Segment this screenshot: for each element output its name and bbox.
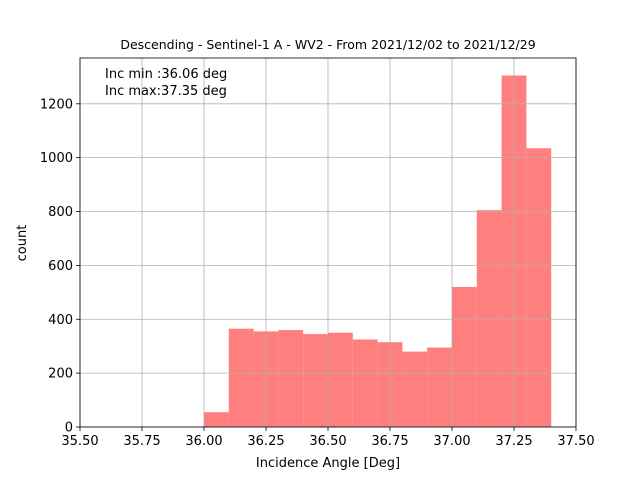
x-axis-label: Incidence Angle [Deg] [256, 456, 400, 471]
x-tick-label-2: 36.00 [185, 434, 222, 449]
histogram-bar-8 [402, 351, 428, 427]
x-tick-label-4: 36.50 [309, 434, 346, 449]
x-tick-label-6: 37.00 [433, 434, 470, 449]
y-axis-label: count [15, 225, 30, 262]
x-tick-label-3: 36.25 [247, 434, 284, 449]
histogram-bar-13 [526, 148, 552, 427]
histogram-bar-5 [328, 332, 353, 427]
y-tick-label-3: 600 [48, 259, 73, 274]
histogram-bar-10 [452, 286, 477, 427]
y-axis-ticks: 0 200 400 600 800 1000 1200 [40, 97, 80, 436]
y-tick-label-4: 800 [48, 205, 73, 220]
grid-lines [79, 58, 577, 428]
y-tick-label-5: 1000 [40, 151, 73, 166]
chart-title: Descending - Sentinel-1 A - WV2 - From 2… [120, 37, 535, 52]
x-tick-label-7: 37.25 [495, 434, 532, 449]
histogram-bar-1 [228, 328, 254, 427]
y-tick-label-1: 200 [48, 367, 73, 382]
x-tick-label-1: 35.75 [123, 434, 160, 449]
x-tick-label-5: 36.75 [371, 434, 408, 449]
histogram-bar-3 [278, 330, 304, 427]
histogram-bar-11 [476, 210, 502, 427]
histogram-bar-0 [204, 412, 229, 427]
histogram-bar-4 [303, 334, 328, 427]
y-tick-label-0: 0 [65, 421, 73, 436]
histogram-bar-6 [352, 339, 378, 427]
annotation-inc-min: Inc min :36.06 deg [105, 67, 227, 82]
y-tick-label-6: 1200 [40, 97, 73, 112]
x-tick-label-8: 37.50 [557, 434, 594, 449]
x-axis-ticks: 35.50 35.75 36.00 36.25 36.50 36.75 37.00 37.25… [61, 427, 595, 449]
x-tick-label-0: 35.50 [61, 434, 98, 449]
histogram-bar-9 [427, 347, 452, 427]
annotation-inc-max: Inc max:37.35 deg [105, 84, 227, 99]
y-tick-label-2: 400 [48, 313, 73, 328]
